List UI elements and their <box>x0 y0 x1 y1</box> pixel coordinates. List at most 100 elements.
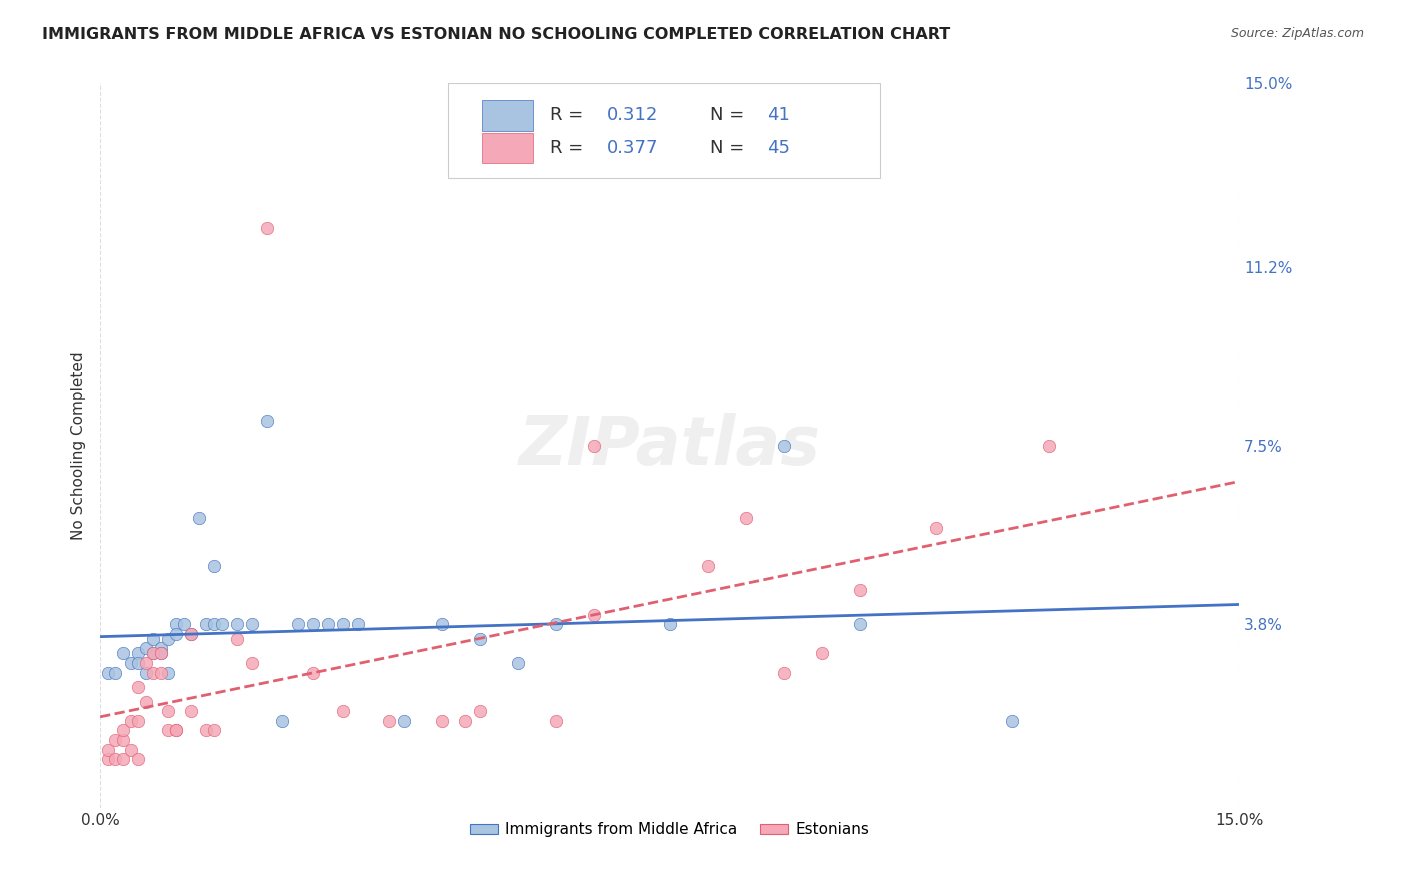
Point <box>287 617 309 632</box>
Point <box>157 632 180 646</box>
Point <box>120 714 142 728</box>
Point <box>142 646 165 660</box>
Text: R =: R = <box>550 106 589 124</box>
Point <box>97 665 120 680</box>
Point <box>848 583 870 598</box>
Point <box>104 752 127 766</box>
Point <box>332 617 354 632</box>
Point <box>506 656 529 670</box>
Point <box>430 617 453 632</box>
Text: 41: 41 <box>766 106 789 124</box>
Point <box>240 656 263 670</box>
Point <box>582 439 605 453</box>
Point <box>202 617 225 632</box>
Point <box>173 617 195 632</box>
Text: N =: N = <box>710 139 749 157</box>
Point <box>127 714 149 728</box>
Point <box>180 627 202 641</box>
Point <box>97 752 120 766</box>
Point <box>924 521 946 535</box>
Point <box>195 723 218 738</box>
Legend: Immigrants from Middle Africa, Estonians: Immigrants from Middle Africa, Estonians <box>464 816 876 844</box>
Point <box>149 665 172 680</box>
Point <box>149 641 172 656</box>
Point <box>1000 714 1022 728</box>
Point <box>111 752 134 766</box>
Text: 45: 45 <box>766 139 790 157</box>
Point <box>149 646 172 660</box>
Point <box>157 665 180 680</box>
Point <box>180 704 202 718</box>
Point <box>127 752 149 766</box>
Point <box>240 617 263 632</box>
Text: R =: R = <box>550 139 589 157</box>
Point <box>347 617 370 632</box>
Point <box>544 714 567 728</box>
Point <box>120 656 142 670</box>
Point <box>734 511 756 525</box>
Point <box>180 627 202 641</box>
Point <box>195 617 218 632</box>
Point <box>135 656 157 670</box>
Point <box>332 704 354 718</box>
Y-axis label: No Schooling Completed: No Schooling Completed <box>72 351 86 540</box>
Point <box>430 714 453 728</box>
Text: N =: N = <box>710 106 749 124</box>
Point <box>225 617 247 632</box>
FancyBboxPatch shape <box>482 133 533 163</box>
Point <box>848 617 870 632</box>
Point <box>165 617 187 632</box>
Point <box>120 743 142 757</box>
Point <box>127 646 149 660</box>
Point <box>810 646 832 660</box>
Point <box>135 665 157 680</box>
Point <box>316 617 339 632</box>
Point <box>658 617 681 632</box>
Point <box>111 646 134 660</box>
Point <box>202 723 225 738</box>
Text: IMMIGRANTS FROM MIDDLE AFRICA VS ESTONIAN NO SCHOOLING COMPLETED CORRELATION CHA: IMMIGRANTS FROM MIDDLE AFRICA VS ESTONIA… <box>42 27 950 42</box>
Text: 0.377: 0.377 <box>607 139 658 157</box>
Point <box>211 617 233 632</box>
Point <box>104 733 127 747</box>
Point <box>377 714 399 728</box>
Point <box>256 414 278 428</box>
Point <box>392 714 415 728</box>
Point <box>696 559 718 574</box>
Point <box>1038 439 1060 453</box>
Point <box>202 559 225 574</box>
Point <box>135 694 157 708</box>
Point <box>142 632 165 646</box>
Point <box>165 723 187 738</box>
Point <box>97 743 120 757</box>
Point <box>301 617 323 632</box>
Point <box>468 704 491 718</box>
Text: ZIPatlas: ZIPatlas <box>519 413 821 479</box>
FancyBboxPatch shape <box>482 100 533 130</box>
Point <box>149 646 172 660</box>
Point <box>187 511 209 525</box>
Point <box>582 607 605 622</box>
Text: Source: ZipAtlas.com: Source: ZipAtlas.com <box>1230 27 1364 40</box>
Point <box>127 680 149 694</box>
Point <box>104 665 127 680</box>
Point <box>142 646 165 660</box>
Point <box>468 632 491 646</box>
Point <box>157 704 180 718</box>
Point <box>772 439 794 453</box>
Point <box>111 723 134 738</box>
Point <box>157 723 180 738</box>
Point <box>165 627 187 641</box>
Point <box>453 714 475 728</box>
Point <box>772 665 794 680</box>
Point <box>142 665 165 680</box>
Point <box>127 656 149 670</box>
Point <box>111 733 134 747</box>
Point <box>271 714 294 728</box>
Point <box>301 665 323 680</box>
Point <box>544 617 567 632</box>
Point <box>135 641 157 656</box>
Text: 0.312: 0.312 <box>607 106 658 124</box>
Point <box>225 632 247 646</box>
FancyBboxPatch shape <box>447 84 880 178</box>
